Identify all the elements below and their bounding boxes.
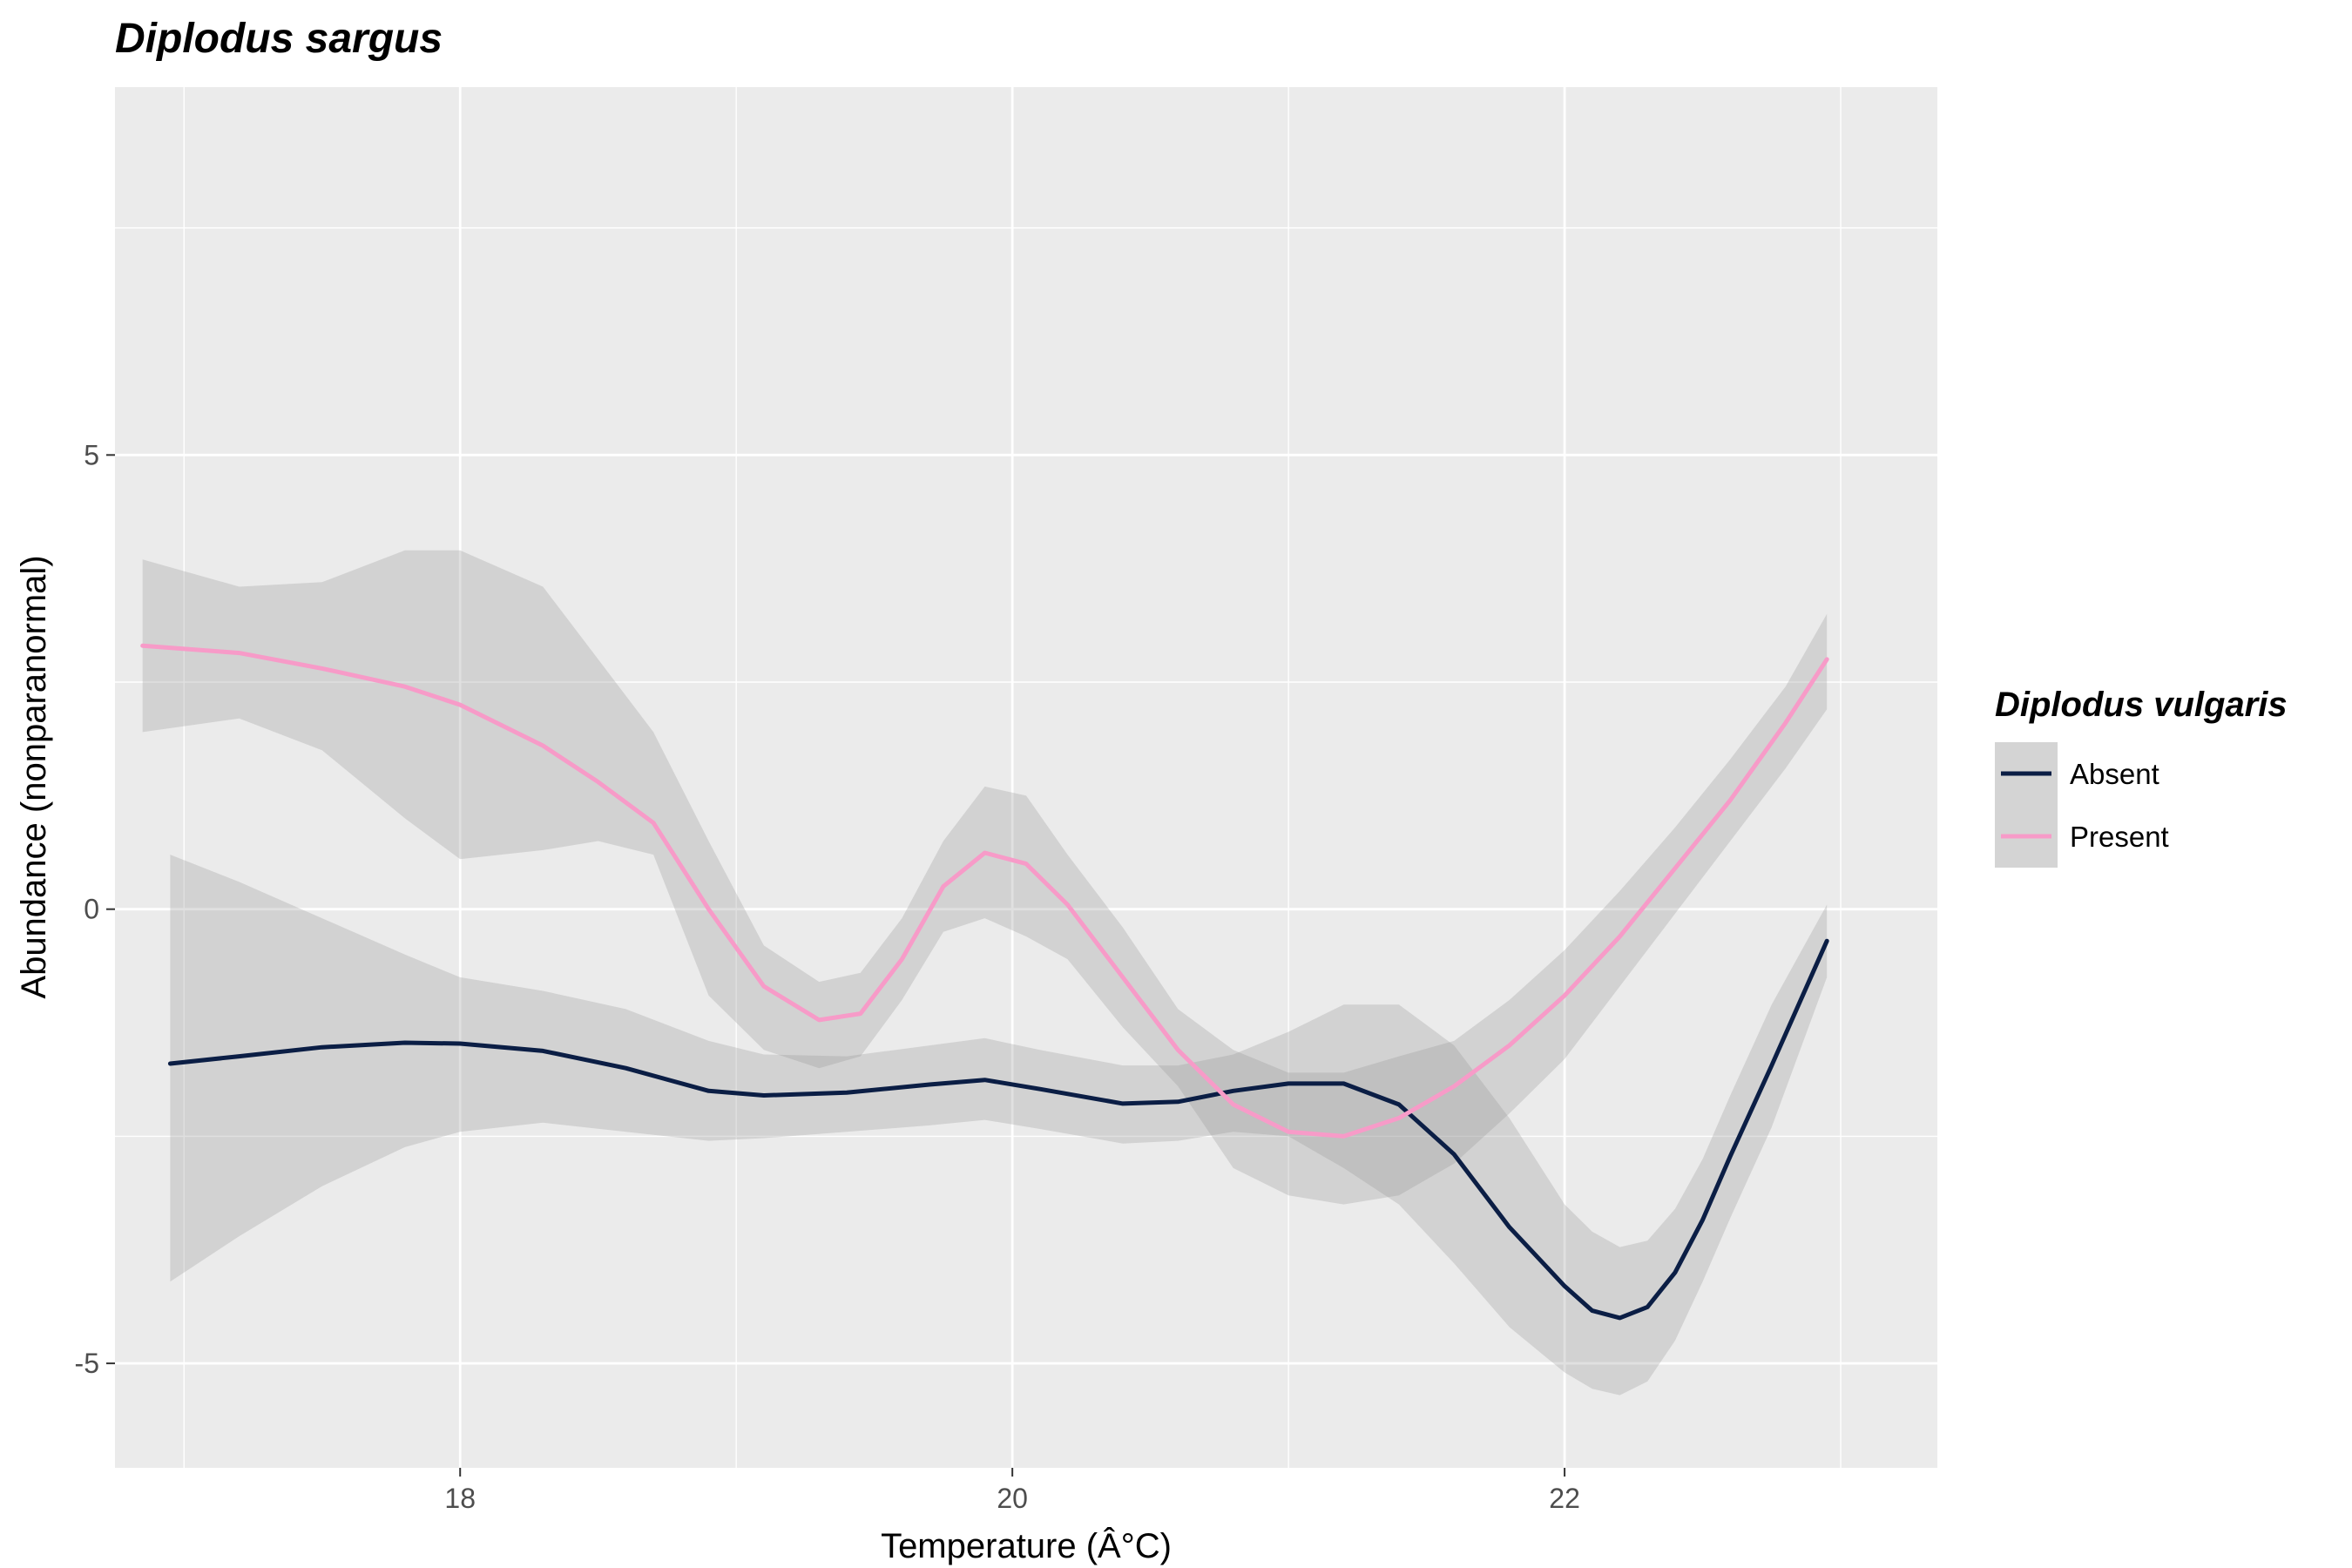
legend-keys: Absent Present xyxy=(1995,742,2169,868)
axis-ticks: 18 20 22 -5 0 5 xyxy=(75,439,1580,1514)
smooth-lines xyxy=(140,643,1829,1321)
plot-panel xyxy=(115,87,1937,1468)
series-line-absent xyxy=(167,938,1829,1321)
y-axis-title: Abundance (nonparanormal) xyxy=(15,555,53,998)
x-tick-label: 20 xyxy=(997,1483,1028,1514)
legend-label-absent: Absent xyxy=(2070,758,2159,790)
legend: Diplodus vulgaris Absent Present xyxy=(1995,686,2288,868)
grid xyxy=(115,87,1937,1468)
confidence-band-absent xyxy=(170,855,1828,1396)
confidence-band-present xyxy=(142,550,1828,1205)
y-tick-label: -5 xyxy=(75,1348,99,1379)
x-tick-label: 22 xyxy=(1549,1483,1580,1514)
legend-title: Diplodus vulgaris xyxy=(1995,686,2288,724)
legend-label-present: Present xyxy=(2070,821,2169,853)
y-tick-label: 5 xyxy=(84,439,99,470)
chart-title: Diplodus sargus xyxy=(115,16,443,62)
x-axis-title: Temperature (Â°C) xyxy=(881,1526,1172,1565)
y-tick-label: 0 xyxy=(84,894,99,925)
confidence-bands xyxy=(142,550,1828,1396)
series-line-present xyxy=(140,643,1829,1139)
x-tick-label: 18 xyxy=(444,1483,476,1514)
